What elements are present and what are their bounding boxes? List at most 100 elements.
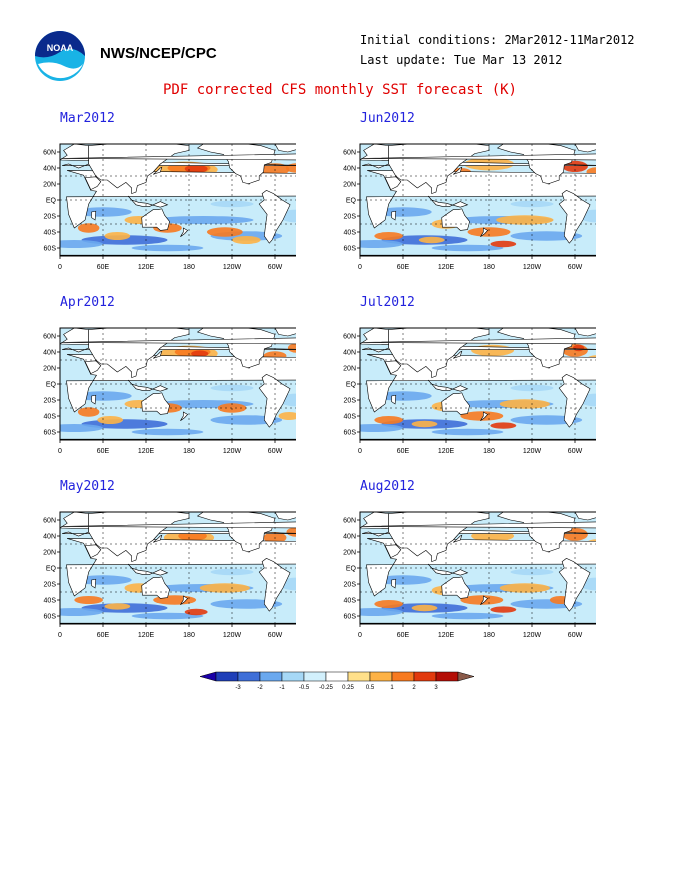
sst-anomaly-patch xyxy=(467,227,511,237)
lon-tick-label: 120W xyxy=(223,448,242,455)
continent-arabia xyxy=(384,176,402,191)
continent-s-america xyxy=(558,558,591,612)
colorbar-swatch xyxy=(435,671,459,682)
continent-new-zealand xyxy=(180,595,189,606)
lat-tick-label: 40S xyxy=(344,598,357,605)
continent-australia xyxy=(141,208,170,231)
sst-anomaly-patch xyxy=(499,583,550,593)
map-field xyxy=(60,512,296,624)
lon-tick-label: 60W xyxy=(568,448,583,455)
sst-anomaly-patch xyxy=(411,604,438,612)
continent-arabia xyxy=(84,544,102,559)
map-field xyxy=(60,144,296,256)
sst-anomaly-patch xyxy=(104,603,131,610)
continent-japan xyxy=(153,166,163,175)
noaa-logo: NOAA xyxy=(35,31,85,81)
colorbar-swatch xyxy=(347,671,371,682)
lat-tick-label: 20S xyxy=(344,582,357,589)
lon-tick-label: 120W xyxy=(523,448,542,455)
continent-n-america xyxy=(496,144,576,185)
sst-anomaly-patch xyxy=(153,216,254,224)
sst-anomaly-patch xyxy=(374,207,432,217)
colorbar-swatch xyxy=(237,671,261,682)
lat-tick-label: 40S xyxy=(344,414,357,421)
continent-n-america xyxy=(196,328,276,369)
lat-tick-label: 20N xyxy=(343,550,356,557)
sst-anomaly-patch xyxy=(74,391,132,401)
lon-tick-label: 120W xyxy=(523,632,542,639)
sst-map-jul: 60N40N20NEQ20S40S60S060E120E180120W60W0 xyxy=(343,327,596,455)
lon-tick-label: 120E xyxy=(138,448,155,455)
continent-n-america xyxy=(496,328,576,369)
lon-tick-label: 60W xyxy=(568,632,583,639)
continent-arabia xyxy=(84,360,102,375)
lon-tick-label: 60E xyxy=(97,632,110,639)
lat-tick-label: EQ xyxy=(346,382,357,389)
lat-tick-label: EQ xyxy=(46,566,57,573)
figure-title: PDF corrected CFS monthly SST forecast (… xyxy=(162,82,517,98)
continent-arabia xyxy=(384,360,402,375)
lon-tick-label: 60E xyxy=(397,448,410,455)
colorbar-swatch xyxy=(281,671,305,682)
lat-tick-label: 40S xyxy=(44,598,57,605)
lon-tick-label: 180 xyxy=(183,632,195,639)
sst-map-mar: 60N40N20NEQ20S40S60S060E120E180120W60W0 xyxy=(43,143,296,271)
continent-uk xyxy=(361,521,596,529)
lat-tick-label: 60N xyxy=(43,334,56,341)
continent-greenland xyxy=(274,144,296,153)
colorbar-end-left xyxy=(199,671,217,682)
lon-tick-label: 60W xyxy=(268,264,283,271)
colorbar-label: 2 xyxy=(412,685,416,691)
lat-tick-label: 20S xyxy=(44,398,57,405)
lon-tick-label: 0 xyxy=(58,632,62,639)
sst-map-aug: 60N40N20NEQ20S40S60S060E120E180120W60W0 xyxy=(343,511,596,639)
lat-tick-label: EQ xyxy=(346,566,357,573)
sst-anomaly-patch xyxy=(460,411,504,421)
sst-anomaly-patch xyxy=(431,244,504,252)
initial-conditions: Initial conditions: 2Mar2012-11Mar2012 xyxy=(360,33,635,47)
sst-anomaly-patch xyxy=(374,232,403,240)
colorbar-swatch xyxy=(303,671,327,682)
sst-anomaly-patch xyxy=(74,207,132,217)
colorbar-label: 0.5 xyxy=(366,685,375,691)
lon-tick-label: 180 xyxy=(183,448,195,455)
map-field xyxy=(360,144,596,256)
sst-anomaly-patch xyxy=(360,240,403,248)
lon-tick-label: 180 xyxy=(483,264,495,271)
continent-australia xyxy=(441,392,470,415)
sst-anomaly-patch xyxy=(60,240,103,248)
continent-uk xyxy=(361,337,596,345)
colorbar-end-right xyxy=(457,671,475,682)
continent-new-zealand xyxy=(480,595,489,606)
sst-anomaly-patch xyxy=(510,231,583,241)
sst-anomaly-patch xyxy=(97,416,124,424)
sst-anomaly-patch xyxy=(60,608,103,616)
sst-anomaly-patch xyxy=(411,420,438,428)
panel-title-may: May2012 xyxy=(60,479,115,494)
lon-tick-label: 0 xyxy=(58,448,62,455)
sst-anomaly-patch xyxy=(490,422,517,429)
sst-anomaly-patch xyxy=(490,240,517,248)
sst-anomaly-patch xyxy=(374,575,432,585)
lon-tick-label: 180 xyxy=(483,448,495,455)
continent-s-america xyxy=(558,190,591,244)
sst-anomaly-patch xyxy=(206,227,243,237)
colorbar-label: -3 xyxy=(235,685,241,691)
lon-tick-label: 120W xyxy=(223,264,242,271)
lon-tick-label: 120E xyxy=(438,448,455,455)
continent-japan xyxy=(153,350,163,359)
sst-anomaly-patch xyxy=(232,236,261,244)
lat-tick-label: 40S xyxy=(44,414,57,421)
sst-map-jun: 60N40N20NEQ20S40S60S060E120E180120W60W0 xyxy=(343,143,596,271)
continent-n-america xyxy=(196,512,276,553)
lat-tick-label: 40N xyxy=(343,350,356,357)
lat-tick-label: 20N xyxy=(343,182,356,189)
sst-anomaly-patch xyxy=(431,612,504,620)
continent-new-zealand xyxy=(180,227,189,238)
lat-tick-label: 60S xyxy=(344,430,357,437)
continent-uk xyxy=(361,153,596,161)
lat-tick-label: 60N xyxy=(343,150,356,157)
lat-tick-label: 60N xyxy=(343,334,356,341)
continent-indonesia xyxy=(427,379,469,392)
lat-tick-label: 20N xyxy=(43,182,56,189)
